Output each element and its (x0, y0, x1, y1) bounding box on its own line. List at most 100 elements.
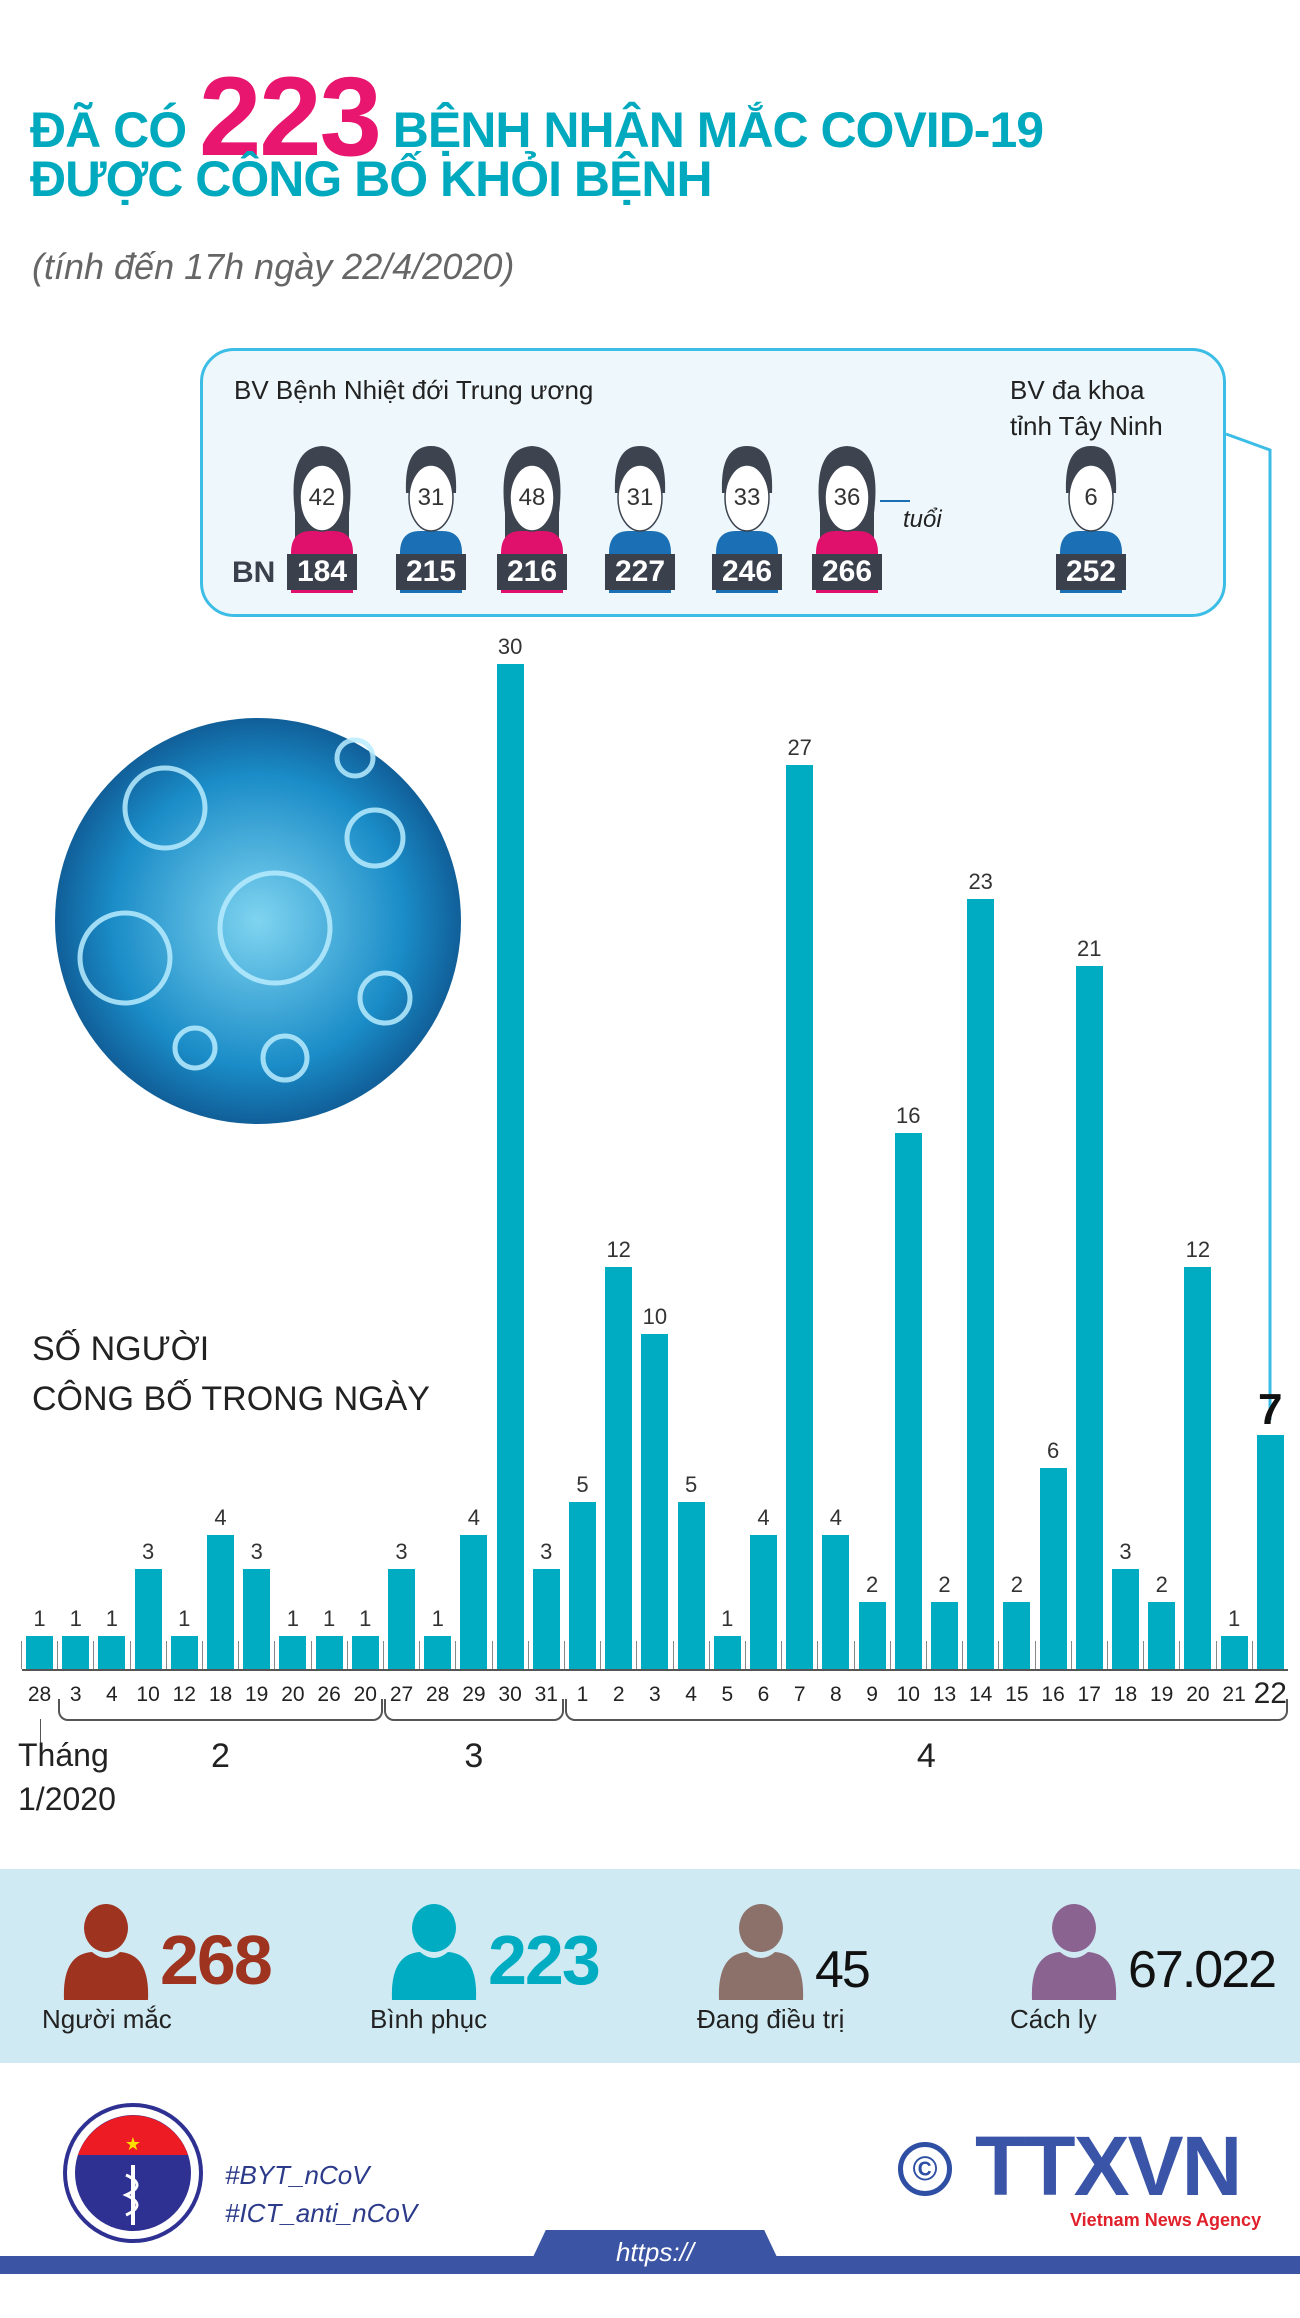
date-label: 19 (1150, 1683, 1174, 1706)
bar-value-label: 2 (1010, 1572, 1024, 1597)
hashtag-byt: #BYT_nCoV (225, 2160, 370, 2190)
date-label: 16 (1041, 1683, 1065, 1706)
patient-bn: 216 (497, 554, 567, 590)
page-title: ĐÃ CÓ 223 BỆNH NHÂN MẮC COVID-19 (30, 52, 1044, 181)
date-label: 18 (1113, 1683, 1138, 1706)
tick (926, 1641, 927, 1669)
bar (569, 1501, 596, 1669)
tick (274, 1641, 276, 1669)
date-label: 4 (685, 1683, 697, 1706)
bar-value-label: 3 (141, 1538, 155, 1564)
bar-value-label: 3 (540, 1538, 553, 1564)
tick (310, 1641, 312, 1669)
patient-bn: 246 (712, 554, 782, 590)
bar (388, 1568, 415, 1669)
tick (1107, 1641, 1108, 1669)
patient-age: 33 (733, 484, 761, 511)
date-label: 28 (27, 1683, 52, 1706)
tick (781, 1641, 783, 1669)
bar-value-label: 1 (721, 1605, 734, 1631)
stat-label: Cách ly (1010, 2004, 1097, 2034)
bar-value-label: 2 (865, 1572, 879, 1597)
person-icon (63, 1904, 149, 2000)
month-label: 4 (916, 1737, 936, 1775)
bar (1184, 1267, 1212, 1669)
patient-age: 31 (417, 484, 445, 511)
stat-value: 45 (815, 1941, 871, 1999)
date-label: 5 (721, 1683, 734, 1706)
patient-age: 6 (1084, 484, 1098, 511)
bar-value-label: 27 (787, 734, 812, 760)
website-link[interactable]: https:// infographics.vn (525, 2230, 785, 2274)
person-icon (1031, 1904, 1117, 2000)
date-label: 29 (462, 1683, 486, 1706)
ministry-of-health-logo: ★ (63, 2103, 203, 2243)
tick (238, 1641, 240, 1669)
tick (1143, 1641, 1145, 1669)
tick (1070, 1641, 1072, 1669)
patient-age: 42 (308, 484, 336, 511)
bar (1256, 1434, 1284, 1669)
tick (1215, 1641, 1217, 1669)
copyright-icon: © (898, 2142, 952, 2196)
tick (600, 1641, 602, 1669)
date-label: 8 (830, 1683, 842, 1706)
bar-value-label: 4 (829, 1505, 843, 1530)
date-label: 26 (317, 1683, 341, 1706)
month-year-label: 1/2020 (18, 1781, 116, 1817)
stat-label: Bình phục (370, 2004, 488, 2034)
date-label: 3 (649, 1683, 661, 1706)
date-label: 15 (1005, 1683, 1029, 1706)
bar (858, 1602, 886, 1669)
bar-value-label: 4 (467, 1505, 481, 1530)
month-pointer (39, 1719, 41, 1749)
bar (496, 664, 524, 1669)
patient-age: 48 (518, 484, 546, 511)
person-icon (391, 1904, 477, 2000)
bar-value-label: 1 (1227, 1605, 1241, 1631)
month-label: 3 (464, 1737, 484, 1775)
bar (894, 1133, 922, 1669)
tick (564, 1641, 565, 1669)
stat-label: Đang điều trị (697, 2004, 845, 2034)
date-label: 30 (498, 1683, 522, 1706)
bar (243, 1568, 271, 1669)
y-label-line2: CÔNG BỐ TRONG NGÀY (32, 1380, 430, 1418)
patient-bn: 227 (605, 554, 675, 590)
title-post: BỆNH NHÂN MẮC COVID-19 (392, 102, 1044, 158)
svg-text:★: ★ (125, 2134, 141, 2154)
bar (822, 1535, 850, 1669)
tick (419, 1641, 421, 1669)
tick (57, 1641, 59, 1669)
connector-line (1225, 432, 1272, 1420)
title-line-2: ĐƯỢC CÔNG BỐ KHỎI BỆNH (30, 151, 713, 207)
bar-value-label: 4 (214, 1505, 227, 1530)
date-label: 31 (534, 1683, 558, 1706)
hospital-2-line1: BV đa khoa (1010, 375, 1145, 405)
tick (745, 1641, 746, 1669)
agency-sub: Vietnam News Agency (1070, 2210, 1262, 2230)
bar-value-label: 5 (576, 1471, 589, 1497)
tick (491, 1641, 493, 1669)
bar (1112, 1568, 1139, 1669)
month-bracket (58, 1699, 383, 1721)
tick (998, 1641, 1000, 1669)
date-label: 20 (353, 1683, 377, 1706)
tick (1179, 1641, 1181, 1669)
bar-value-label: 1 (322, 1605, 336, 1631)
tick (93, 1641, 95, 1669)
bar (532, 1568, 560, 1669)
bar-value-label: 6 (1046, 1438, 1060, 1463)
tick (889, 1641, 891, 1669)
tick (202, 1641, 203, 1669)
tick (383, 1641, 384, 1669)
tick (853, 1641, 855, 1669)
bar (1148, 1602, 1176, 1669)
tick (346, 1641, 348, 1669)
stat-value: 268 (160, 1921, 273, 1999)
month-bracket (384, 1699, 564, 1721)
date-label: 20 (281, 1683, 305, 1706)
hospital-1: BV Bệnh Nhiệt đới Trung ương (234, 375, 594, 405)
patient-bn: 184 (287, 554, 357, 590)
age-unit: tuổi (903, 506, 942, 533)
